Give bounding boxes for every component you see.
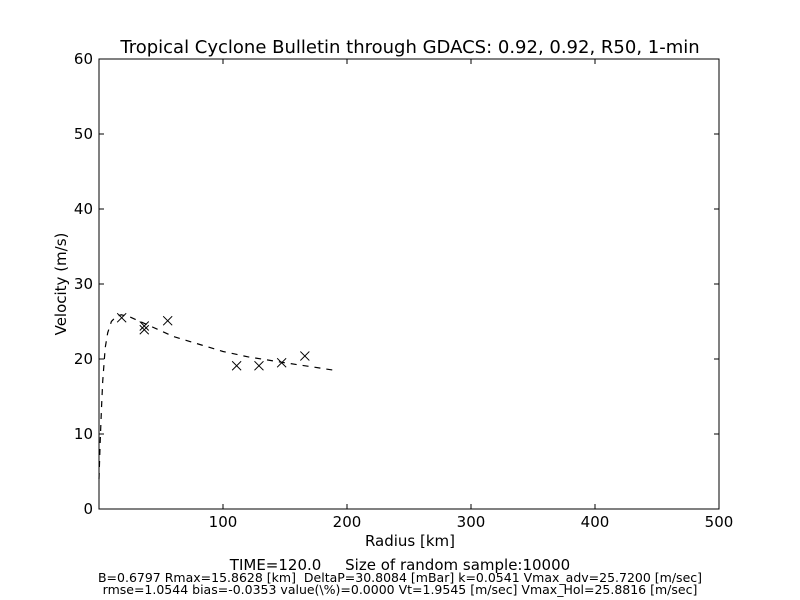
observation-marker xyxy=(300,351,310,361)
observation-marker xyxy=(276,357,287,368)
observation-marker xyxy=(254,360,264,371)
x-tick-label: 100 xyxy=(209,513,238,531)
y-tick-label: 60 xyxy=(74,50,93,68)
x-tick-label: 500 xyxy=(705,513,734,531)
plot-area-frame xyxy=(98,58,720,510)
x-axis-label: Radius [km] xyxy=(365,532,455,550)
x-tick-label: 300 xyxy=(457,513,486,531)
observation-marker xyxy=(116,312,127,323)
footer-line-3: rmse=1.0544 bias=-0.0353 value(\%)=0.000… xyxy=(103,582,698,597)
observation-marker xyxy=(139,321,150,331)
x-tick-label: 200 xyxy=(333,513,362,531)
y-tick-label: 10 xyxy=(74,425,93,443)
observation-marker xyxy=(139,324,150,335)
footer-line-2: B=0.6797 Rmax=15.8628 [km] DeltaP=30.808… xyxy=(98,570,702,585)
fitted-profile-line xyxy=(98,314,335,480)
footer-line-1: TIME=120.0 Size of random sample:10000 xyxy=(229,556,570,574)
chart-title: Tropical Cyclone Bulletin through GDACS:… xyxy=(119,37,699,58)
y-tick-label: 30 xyxy=(74,275,93,293)
y-tick-label: 40 xyxy=(74,200,93,218)
plot-series xyxy=(98,312,335,480)
observation-marker xyxy=(162,315,173,326)
x-tick-label: 400 xyxy=(581,513,610,531)
axis-ticks: 100 200 300 400 500 0 10 20 30 40 50 60 xyxy=(74,50,733,531)
y-tick-label: 50 xyxy=(74,125,93,143)
y-tick-label: 0 xyxy=(83,500,93,518)
y-tick-label: 20 xyxy=(74,350,93,368)
observation-marker xyxy=(231,360,242,371)
y-axis-label: Velocity (m/s) xyxy=(52,233,70,336)
